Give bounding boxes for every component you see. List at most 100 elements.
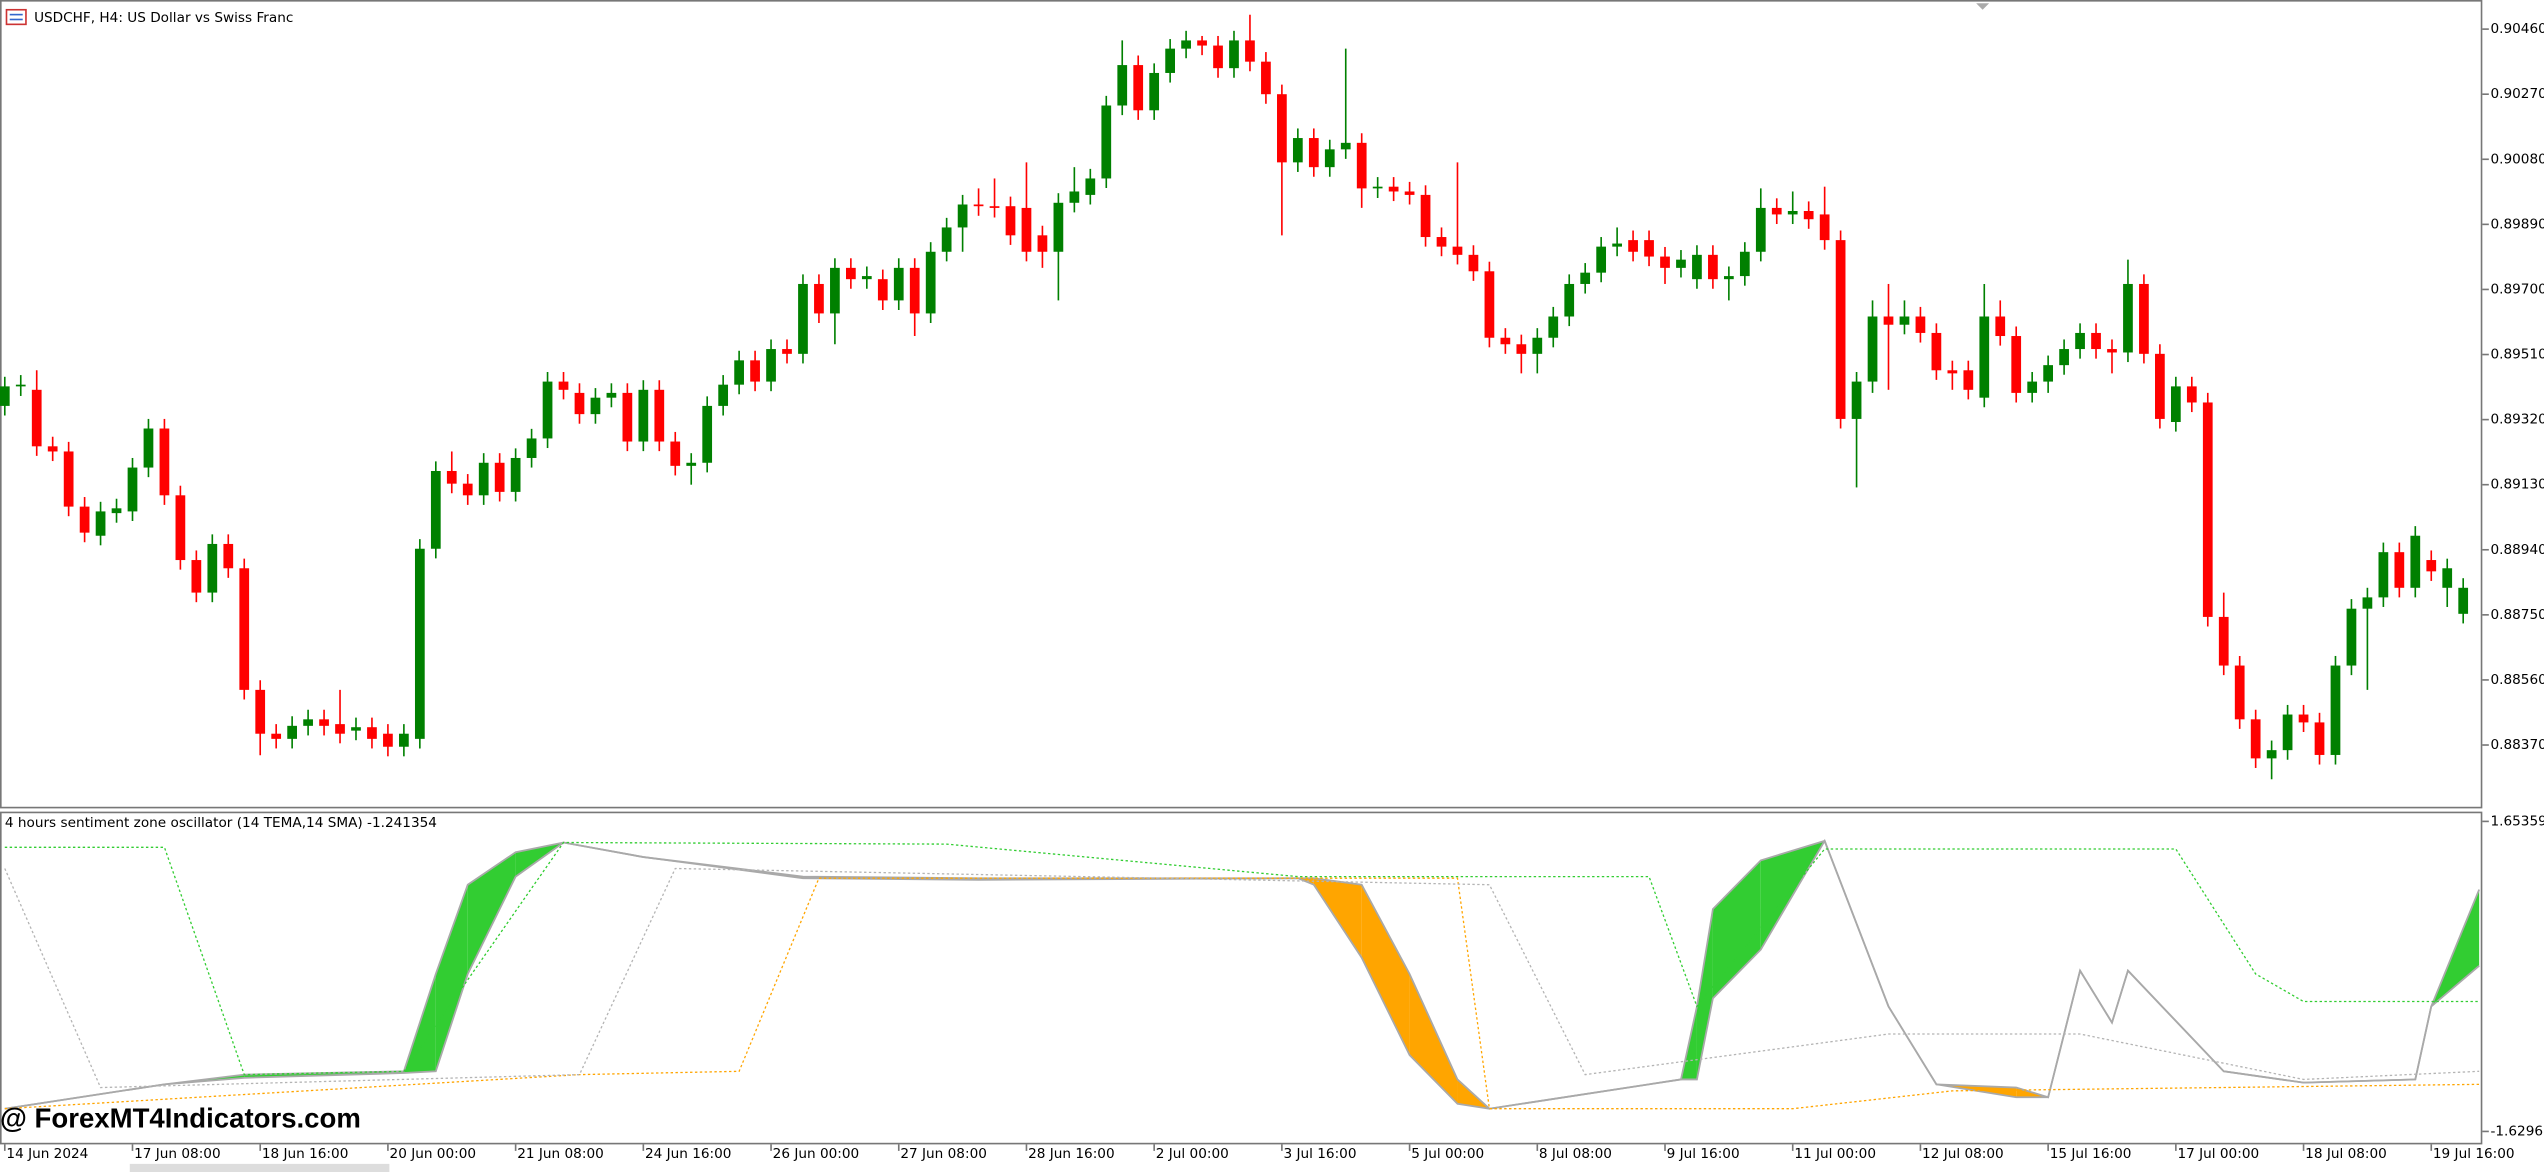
candle-body <box>1085 178 1096 195</box>
candle-body <box>143 428 154 468</box>
candle-body <box>1803 211 1814 220</box>
candle-body <box>925 251 936 314</box>
indicator-title: 4 hours sentiment zone oscillator (14 TE… <box>5 815 437 831</box>
candle-body <box>1787 211 1798 215</box>
candle-body <box>2298 714 2309 723</box>
candle-body <box>861 276 872 280</box>
candle-body <box>814 283 824 314</box>
candle-body <box>1340 142 1351 150</box>
candle-body <box>63 451 74 507</box>
candle-body <box>207 543 218 593</box>
candle-body <box>2155 353 2165 419</box>
candle-body <box>830 267 840 314</box>
y-tick-label: 0.89890 <box>2490 216 2544 232</box>
candle-body <box>1324 149 1335 168</box>
candle-body <box>957 204 968 228</box>
candle-body <box>1005 206 1016 236</box>
candle-body <box>95 511 106 536</box>
candle-body <box>1468 254 1479 272</box>
candle-body <box>1851 381 1862 419</box>
x-tick-label: 17 Jun 08:00 <box>134 1146 221 1162</box>
y-tick-label: 0.88560 <box>2490 672 2544 688</box>
candle-body <box>1149 72 1160 111</box>
candle-body <box>191 560 202 593</box>
candle-body <box>367 727 377 739</box>
oscillator-band <box>1313 878 1362 958</box>
candle-body <box>1181 40 1191 49</box>
oscillator-band <box>1712 860 1761 999</box>
candle-body <box>494 462 505 492</box>
scrollbar <box>129 1163 390 1172</box>
candle-body <box>893 267 904 301</box>
candle-body <box>2346 608 2357 666</box>
candle-body <box>1436 237 1447 247</box>
x-tick-label: 9 Jul 16:00 <box>1667 1146 1740 1162</box>
candle-body <box>2139 283 2149 354</box>
candle-body <box>1979 316 1990 398</box>
candle-body <box>1372 186 1383 189</box>
candle-body <box>1692 254 1702 280</box>
marks: 0.90460 0.90270 0.90080 0.89890 0.89700 0.895… <box>0 14 2544 1162</box>
candle-body <box>0 386 10 406</box>
candle-body <box>1516 344 1527 354</box>
candle-body <box>351 727 361 731</box>
candle-body <box>399 733 409 747</box>
y-tick-label: 0.89130 <box>2490 477 2544 493</box>
candle-body <box>2170 386 2181 423</box>
candle-body <box>1883 316 1894 325</box>
candle-body <box>2011 336 2022 393</box>
candle-body <box>2107 349 2117 353</box>
candle-body <box>1580 272 1591 284</box>
candle-body <box>654 389 665 442</box>
candle-body <box>2378 552 2389 598</box>
candle-body <box>414 548 425 739</box>
oscillator-band <box>1361 884 1410 1056</box>
candle-body <box>877 279 888 301</box>
candle-body <box>734 360 744 385</box>
y-tick-label: 0.88940 <box>2490 542 2544 558</box>
candle-body <box>1484 271 1495 338</box>
candle-body <box>1165 48 1176 73</box>
candle-body <box>1676 259 1686 268</box>
candle-body <box>622 392 633 442</box>
candle-body <box>1564 283 1575 317</box>
candle-body <box>1197 40 1207 46</box>
x-tick-label: 28 Jun 16:00 <box>1028 1146 1115 1162</box>
y-tick-label: -1.62962 <box>2490 1123 2544 1139</box>
oscillator-band <box>1409 973 1458 1104</box>
candle-body <box>558 381 569 390</box>
y-tick-label: 0.90270 <box>2490 86 2544 102</box>
candle-body <box>941 227 952 252</box>
candle-body <box>446 470 457 484</box>
candle-body <box>175 495 186 561</box>
candle-body <box>1723 276 1734 280</box>
candle-body <box>1388 186 1399 192</box>
candle-body <box>542 381 553 439</box>
candle-body <box>590 397 601 415</box>
x-tick-label: 14 Jun 2024 <box>6 1146 88 1162</box>
candle-body <box>1755 207 1766 252</box>
candle-body <box>1644 240 1654 257</box>
candle-body <box>1053 202 1064 252</box>
candle-body <box>718 384 729 406</box>
candle-body <box>159 428 170 496</box>
candle-body <box>2266 750 2277 759</box>
candle-body <box>1500 337 1511 345</box>
x-tick-label: 19 Jul 16:00 <box>2433 1146 2515 1162</box>
candle-body <box>2362 597 2373 609</box>
candle-body <box>1532 337 1543 354</box>
candle-body <box>127 467 138 512</box>
candle-body <box>1612 243 1622 247</box>
candle-body <box>782 349 792 354</box>
candle-body <box>2186 386 2197 403</box>
x-tick-label: 21 Jun 08:00 <box>517 1146 604 1162</box>
candle-body <box>335 724 345 734</box>
candle-body <box>319 719 329 726</box>
y-tick-label: 1.653596 <box>2490 813 2544 829</box>
oscillator-frame <box>0 811 2483 1145</box>
candle-body <box>1292 138 1303 163</box>
oscillator-band <box>435 884 468 1072</box>
candle-body <box>1899 316 1910 325</box>
